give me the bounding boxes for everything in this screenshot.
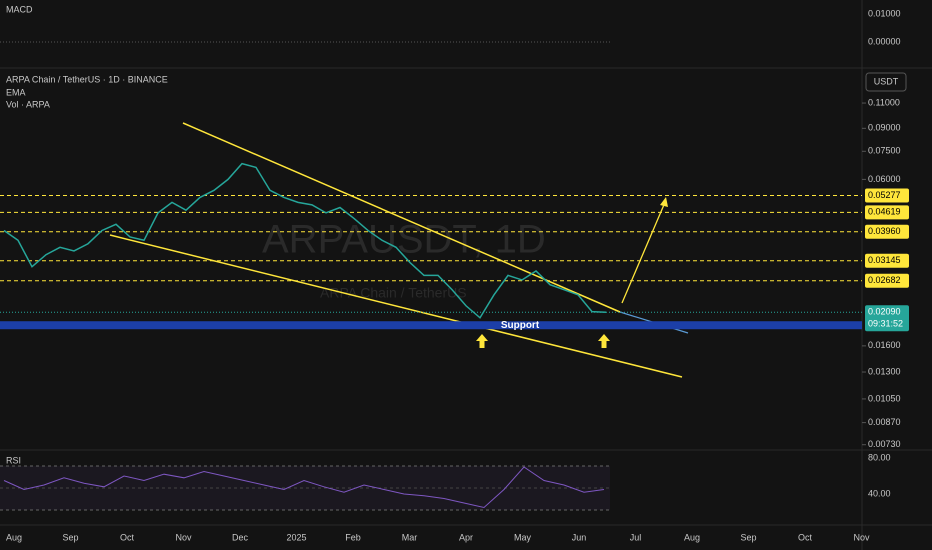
macd-label: MACD: [6, 4, 33, 14]
y-tick-label: 0.01050: [868, 393, 901, 403]
currency-box[interactable]: [865, 72, 907, 92]
x-tick-label: Sep: [740, 532, 756, 542]
x-tick-label: 2025: [286, 532, 306, 542]
y-tick-label: 0.06000: [868, 174, 901, 184]
y-tick-label: 0.00870: [868, 417, 901, 427]
y-tick-label: 0.01600: [868, 340, 901, 350]
watermark: ARPAUSDT, 1D: [262, 218, 546, 262]
level-box: [865, 224, 909, 239]
x-tick-label: Aug: [684, 532, 700, 542]
level-label: 0.03960: [868, 226, 901, 236]
level-box: [865, 205, 909, 220]
price-line: [3, 162, 607, 319]
indicator-label: EMA: [6, 87, 26, 97]
level-label: 0.02682: [868, 275, 901, 285]
level-box: [865, 273, 909, 288]
projection-arrow: [621, 199, 667, 304]
x-tick-label: Mar: [402, 532, 418, 542]
x-tick-label: Apr: [459, 532, 473, 542]
support-label: Support: [501, 320, 540, 331]
current-label: 0.02090: [868, 307, 901, 317]
rsi-label: RSI: [6, 455, 21, 465]
x-tick-label: Oct: [798, 532, 813, 542]
arrow-up: [476, 334, 488, 348]
level-label: 0.04619: [868, 207, 901, 217]
support-band: [0, 321, 862, 330]
x-tick-label: May: [514, 532, 532, 542]
rsi-band: [0, 466, 610, 510]
y-tick-label: 0.00000: [868, 36, 901, 46]
x-tick-label: Jun: [572, 532, 587, 542]
countdown: 09:31:52: [868, 319, 903, 329]
level-box: [865, 253, 909, 268]
current-box: [865, 305, 909, 332]
y-tick-label: 0.01000: [868, 8, 901, 18]
main-title: ARPA Chain / TetherUS · 1D · BINANCE: [6, 74, 168, 84]
y-tick-label: 80.00: [868, 452, 891, 462]
y-tick-label: 0.09000: [868, 123, 901, 133]
indicator-label: Vol · ARPA: [6, 99, 50, 109]
arrow-up: [598, 334, 610, 348]
x-tick-label: Aug: [6, 532, 22, 542]
y-tick-label: 0.01300: [868, 366, 901, 376]
level-label: 0.05277: [868, 190, 901, 200]
level-label: 0.03145: [868, 255, 901, 265]
rsi-line: [3, 466, 605, 509]
x-tick-label: Nov: [853, 532, 870, 542]
y-tick-label: 0.07500: [868, 146, 901, 156]
arrow-head: [660, 197, 668, 207]
x-tick-label: Feb: [345, 532, 361, 542]
y-tick-label: 0.00730: [868, 439, 901, 449]
level-box: [865, 188, 909, 203]
x-tick-label: Oct: [120, 532, 135, 542]
x-tick-label: Sep: [62, 532, 78, 542]
currency[interactable]: USDT: [874, 76, 899, 86]
x-tick-label: Dec: [232, 532, 249, 542]
trendline: [109, 234, 683, 378]
y-tick-label: 0.11000: [868, 97, 900, 107]
x-tick-label: Nov: [175, 532, 192, 542]
y-tick-label: 40.00: [868, 488, 891, 498]
x-tick-label: Jul: [630, 532, 642, 542]
